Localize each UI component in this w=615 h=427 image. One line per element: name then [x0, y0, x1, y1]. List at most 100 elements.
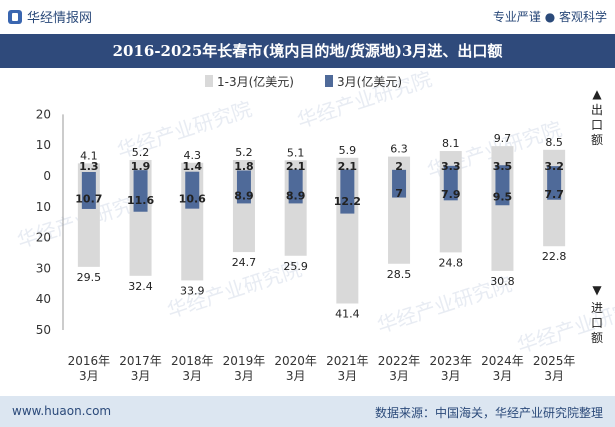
bar-march-import	[340, 176, 355, 214]
label-march-import: 10.6	[179, 192, 206, 205]
bar-march-export	[392, 169, 407, 176]
chart-title: 2016-2025年长春市(境内目的地/货源地)3月进、出口额	[0, 34, 615, 68]
y-tick-label: 10	[36, 138, 51, 152]
tagline: 专业严谨 ● 客观科学	[492, 10, 607, 24]
label-march-import: 7.9	[441, 188, 461, 201]
bars	[77, 146, 566, 304]
label-march-import: 12.2	[334, 195, 361, 208]
label-march-import: 8.9	[286, 190, 306, 203]
x-tick-line: 3月	[493, 369, 513, 383]
export-side-label: 口	[591, 118, 603, 132]
export-side-label: 出	[591, 103, 603, 117]
label-march-export: 2.1	[286, 160, 306, 173]
legend-label: 3月(亿美元)	[337, 74, 402, 89]
label-march-export: 2	[395, 160, 403, 173]
x-tick-line: 3月	[286, 369, 306, 383]
label-q1-import: 33.9	[180, 284, 205, 297]
import-arrow-icon: ▼	[592, 283, 602, 297]
x-tick-label: 2023年 3月	[429, 354, 472, 383]
x-tick-label: 2019年 3月	[223, 354, 266, 383]
label-q1-export: 4.1	[80, 149, 98, 162]
x-tick-line: 3月	[79, 369, 99, 383]
label-q1-export: 5.9	[339, 144, 357, 157]
label-q1-import: 30.8	[490, 275, 515, 288]
label-q1-import: 22.8	[542, 250, 567, 263]
x-tick-line: 2021年	[326, 354, 369, 368]
label-march-import: 7	[395, 187, 403, 200]
brand-name: 华经情报网	[27, 11, 93, 26]
label-q1-export: 8.1	[442, 137, 460, 150]
x-tick-line: 2023年	[429, 354, 472, 368]
x-tick-label: 2024年 3月	[481, 354, 524, 383]
y-tick-label: 30	[36, 261, 51, 275]
label-q1-import: 32.4	[128, 280, 153, 293]
label-march-export: 3.5	[493, 160, 513, 173]
bar-march-import	[547, 176, 562, 200]
label-q1-import: 28.5	[387, 268, 412, 281]
bar-march-import	[133, 176, 148, 212]
x-tick-line: 3月	[544, 369, 564, 383]
x-tick-line: 2018年	[171, 354, 214, 368]
label-q1-export: 8.5	[545, 136, 563, 149]
bar-march-export	[133, 170, 148, 176]
bar-march-export	[443, 165, 458, 176]
x-tick-line: 3月	[389, 369, 409, 383]
footer-url[interactable]: www.huaon.com	[12, 404, 112, 418]
bar-march-export	[340, 169, 355, 176]
label-march-import: 10.7	[75, 192, 102, 205]
label-march-import: 8.9	[234, 190, 254, 203]
footer: www.huaon.com 数据来源：中国海关，华经产业研究院整理	[0, 396, 615, 427]
label-march-export: 1.4	[183, 160, 203, 173]
x-tick-label: 2020年 3月	[274, 354, 317, 383]
export-side-label: 额	[591, 133, 603, 147]
x-tick-line: 2019年	[223, 354, 266, 368]
x-tick-label: 2016年 3月	[68, 354, 111, 383]
label-q1-export: 5.2	[132, 146, 150, 159]
bar-march-export	[495, 165, 510, 176]
data-labels: 4.129.51.310.75.232.41.911.64.333.91.410…	[75, 132, 566, 320]
top-bar: 华经情报网 专业严谨 ● 客观科学	[0, 0, 615, 34]
bar-march-export	[236, 170, 251, 176]
label-march-import: 9.5	[493, 191, 513, 204]
y-tick-label: 20	[36, 231, 51, 245]
x-tick-label: 2021年 3月	[326, 354, 369, 383]
y-tick-label: 50	[36, 323, 51, 337]
brand-logo-icon	[8, 10, 22, 24]
label-march-export: 1.3	[79, 160, 99, 173]
import-side-label: 口	[591, 316, 603, 330]
legend-swatch	[205, 75, 213, 87]
label-q1-export: 9.7	[494, 132, 512, 145]
x-tick-line: 2017年	[119, 354, 162, 368]
legend-swatch	[325, 75, 333, 87]
label-q1-import: 41.4	[335, 308, 360, 321]
x-tick-label: 2025年 3月	[533, 354, 576, 383]
label-q1-import: 24.8	[439, 256, 464, 269]
bar-march-export	[185, 171, 200, 176]
label-q1-import: 25.9	[283, 260, 308, 273]
label-march-import: 11.6	[127, 194, 154, 207]
y-tick-label: 40	[36, 292, 51, 306]
x-tick-label: 2017年 3月	[119, 354, 162, 383]
bar-march-export	[81, 171, 96, 176]
bar-march-import	[236, 176, 251, 204]
x-tick-line: 2016年	[68, 354, 111, 368]
label-q1-import: 29.5	[77, 271, 102, 284]
bar-march-import	[185, 176, 200, 209]
label-q1-import: 24.7	[232, 256, 257, 269]
watermarks: 华经产业研究院华经产业研究院华经产业研究院华经产业研究院华经产业研究院华经产业研…	[14, 68, 615, 358]
bar-march-import	[392, 176, 407, 198]
bar-march-import	[288, 176, 303, 204]
label-march-export: 1.9	[131, 160, 151, 173]
label-march-export: 3.3	[441, 160, 461, 173]
export-arrow-icon: ▲	[592, 87, 602, 101]
bar-march-export	[547, 166, 562, 176]
x-tick-label: 2018年 3月	[171, 354, 214, 383]
label-march-export: 2.1	[338, 160, 358, 173]
x-tick-line: 2020年	[274, 354, 317, 368]
brand[interactable]: 华经情报网	[8, 7, 92, 26]
bar-march-export	[288, 169, 303, 176]
label-march-export: 3.2	[544, 160, 564, 173]
import-side-label: 额	[591, 331, 603, 345]
legend: 1-3月(亿美元) 3月(亿美元)	[205, 74, 402, 89]
